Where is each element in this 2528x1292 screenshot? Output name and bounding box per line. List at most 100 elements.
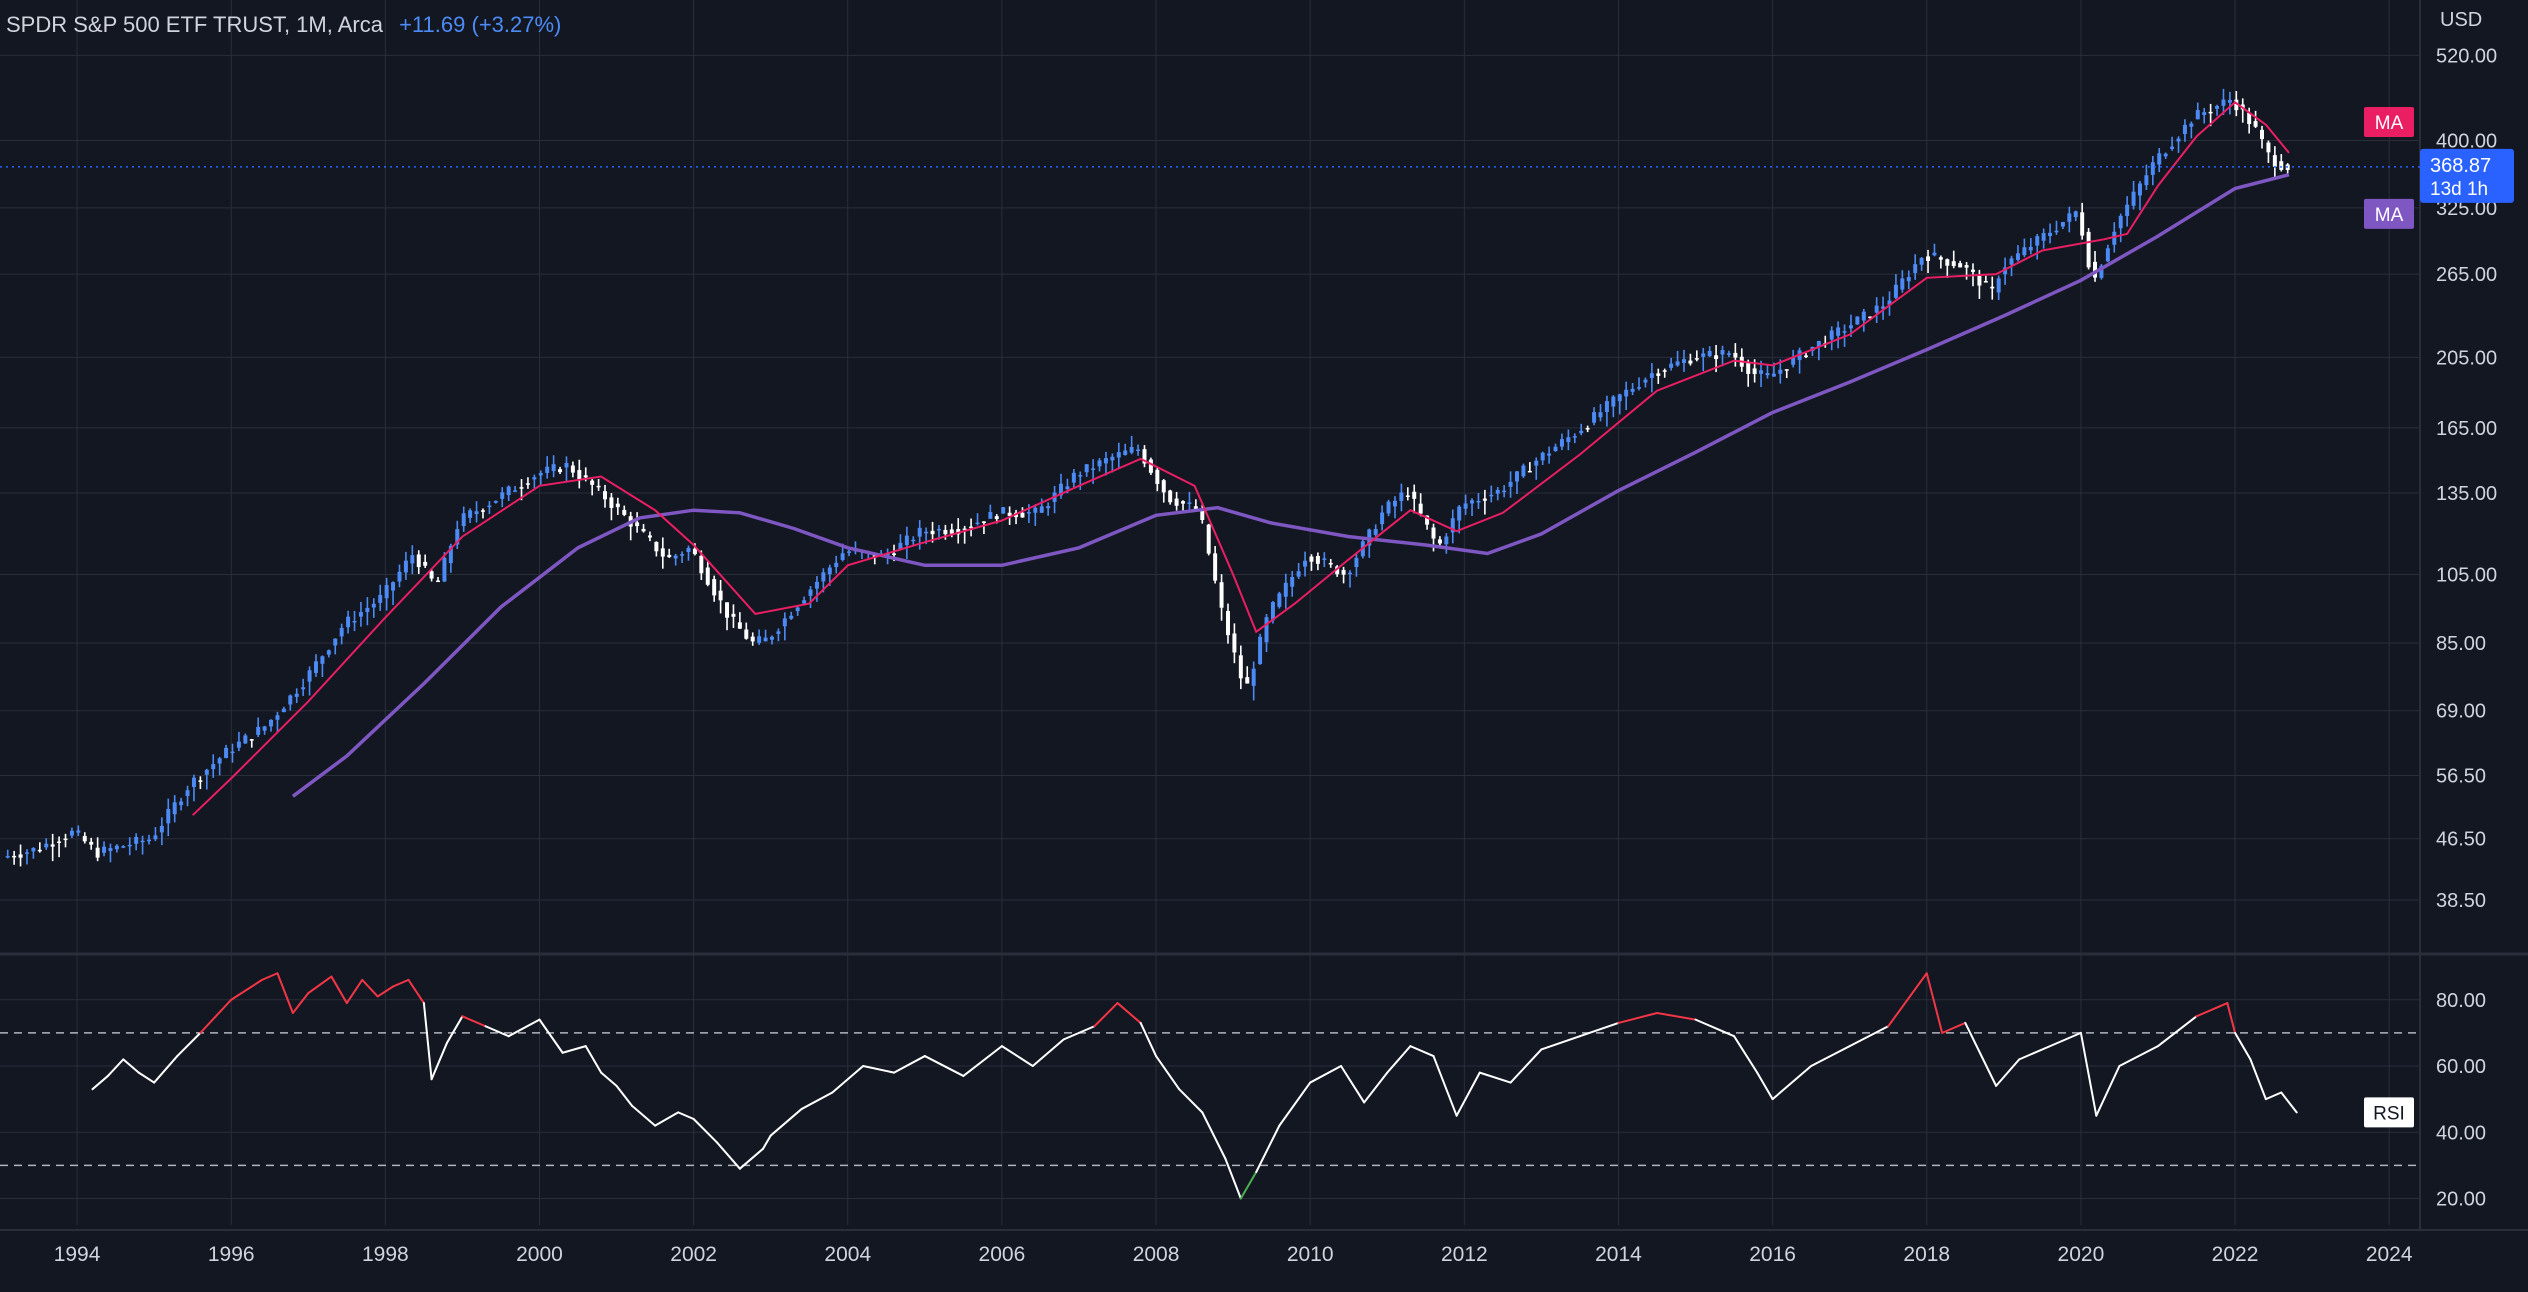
candle xyxy=(333,638,338,646)
price-tick-label: 38.50 xyxy=(2436,890,2486,912)
candle xyxy=(2105,248,2110,262)
candle xyxy=(1328,562,1333,565)
candle xyxy=(1759,370,1764,374)
rsi-segment xyxy=(1694,1018,1736,1038)
price-tick-label: 135.00 xyxy=(2436,483,2497,505)
candle xyxy=(410,555,415,564)
candle xyxy=(1643,379,1648,383)
candle xyxy=(2099,265,2104,278)
candle xyxy=(654,541,659,552)
candle xyxy=(872,554,877,558)
price-pane[interactable] xyxy=(0,88,2420,867)
candle xyxy=(224,747,229,758)
candle xyxy=(1771,373,1776,377)
candle xyxy=(1656,373,1661,376)
candle xyxy=(1945,259,1950,266)
symbol-title[interactable]: SPDR S&P 500 ETF TRUST, 1M, Arca xyxy=(6,12,383,37)
candle xyxy=(24,852,29,854)
candle xyxy=(384,585,389,599)
rsi-segment xyxy=(1000,1045,1034,1067)
rsi-segment xyxy=(923,1055,965,1077)
candle xyxy=(962,528,967,531)
ma-fast-line xyxy=(192,101,2290,816)
rsi-segment xyxy=(1239,1171,1258,1200)
candle xyxy=(1380,512,1385,525)
price-tick-label: 46.50 xyxy=(2436,829,2486,851)
price-tick-label: 85.00 xyxy=(2436,633,2486,655)
rsi-segment xyxy=(761,1134,772,1150)
candle xyxy=(603,491,607,500)
candle xyxy=(1071,472,1076,483)
candle xyxy=(1784,369,1789,371)
candle xyxy=(1335,566,1340,575)
candle xyxy=(2080,212,2085,236)
candle xyxy=(474,511,479,515)
candle xyxy=(1720,350,1725,355)
candle xyxy=(1309,556,1314,562)
rsi-tick-label: 40.00 xyxy=(2436,1122,2486,1144)
time-tick-label: 2022 xyxy=(2212,1243,2259,1266)
candle xyxy=(121,846,126,848)
candle xyxy=(256,726,261,735)
candle xyxy=(892,553,897,556)
candle xyxy=(1971,269,1975,272)
candle xyxy=(2221,99,2226,106)
candle xyxy=(667,554,672,558)
candle xyxy=(1213,553,1218,581)
candle xyxy=(2067,213,2072,222)
rsi-segment xyxy=(1062,1025,1096,1041)
candle xyxy=(442,557,447,582)
candle xyxy=(917,527,922,537)
candle xyxy=(147,839,151,842)
candle xyxy=(1110,456,1115,461)
candle xyxy=(1868,316,1873,319)
rsi-segment xyxy=(330,975,348,1005)
candle xyxy=(57,841,62,843)
rsi-segment xyxy=(692,1118,718,1144)
chart-legend[interactable]: SPDR S&P 500 ETF TRUST, 1M, Arca +11.69 … xyxy=(6,12,561,38)
candle xyxy=(718,590,723,601)
candle xyxy=(1765,373,1770,376)
candle xyxy=(134,836,139,844)
rsi-pane[interactable] xyxy=(0,972,2420,1200)
candle xyxy=(1791,357,1796,365)
candle xyxy=(436,580,441,583)
candle xyxy=(1932,252,1937,256)
candle xyxy=(1502,490,1507,493)
candle xyxy=(1392,500,1397,507)
rsi-segment xyxy=(1255,1124,1281,1173)
rsi-segment xyxy=(276,972,294,1014)
candle xyxy=(1540,452,1545,461)
candle xyxy=(2009,258,2014,265)
candle xyxy=(69,830,74,836)
candle xyxy=(680,554,685,556)
candle xyxy=(281,708,286,713)
candle xyxy=(1425,515,1430,525)
time-tick-label: 2006 xyxy=(979,1243,1026,1266)
candle xyxy=(532,477,537,480)
currency-label: USD xyxy=(2440,9,2482,31)
candle xyxy=(1482,498,1487,501)
candle xyxy=(2144,175,2149,186)
candle xyxy=(834,562,839,568)
candle xyxy=(50,844,55,847)
candle xyxy=(1450,518,1455,533)
candle xyxy=(2086,231,2091,268)
candle xyxy=(1861,311,1866,321)
rsi-segment xyxy=(392,978,410,988)
rsi-segment xyxy=(261,972,279,981)
price-tick-label: 265.00 xyxy=(2436,264,2497,286)
candle xyxy=(692,548,697,555)
candle xyxy=(596,485,601,488)
candle xyxy=(1181,501,1186,504)
candle xyxy=(294,693,299,697)
candle xyxy=(243,735,248,744)
candle xyxy=(1277,593,1282,607)
candle xyxy=(705,567,710,585)
candle xyxy=(1604,401,1609,412)
candle xyxy=(2208,111,2213,114)
price-tick-label: 56.50 xyxy=(2436,766,2486,788)
candle xyxy=(2054,230,2059,233)
